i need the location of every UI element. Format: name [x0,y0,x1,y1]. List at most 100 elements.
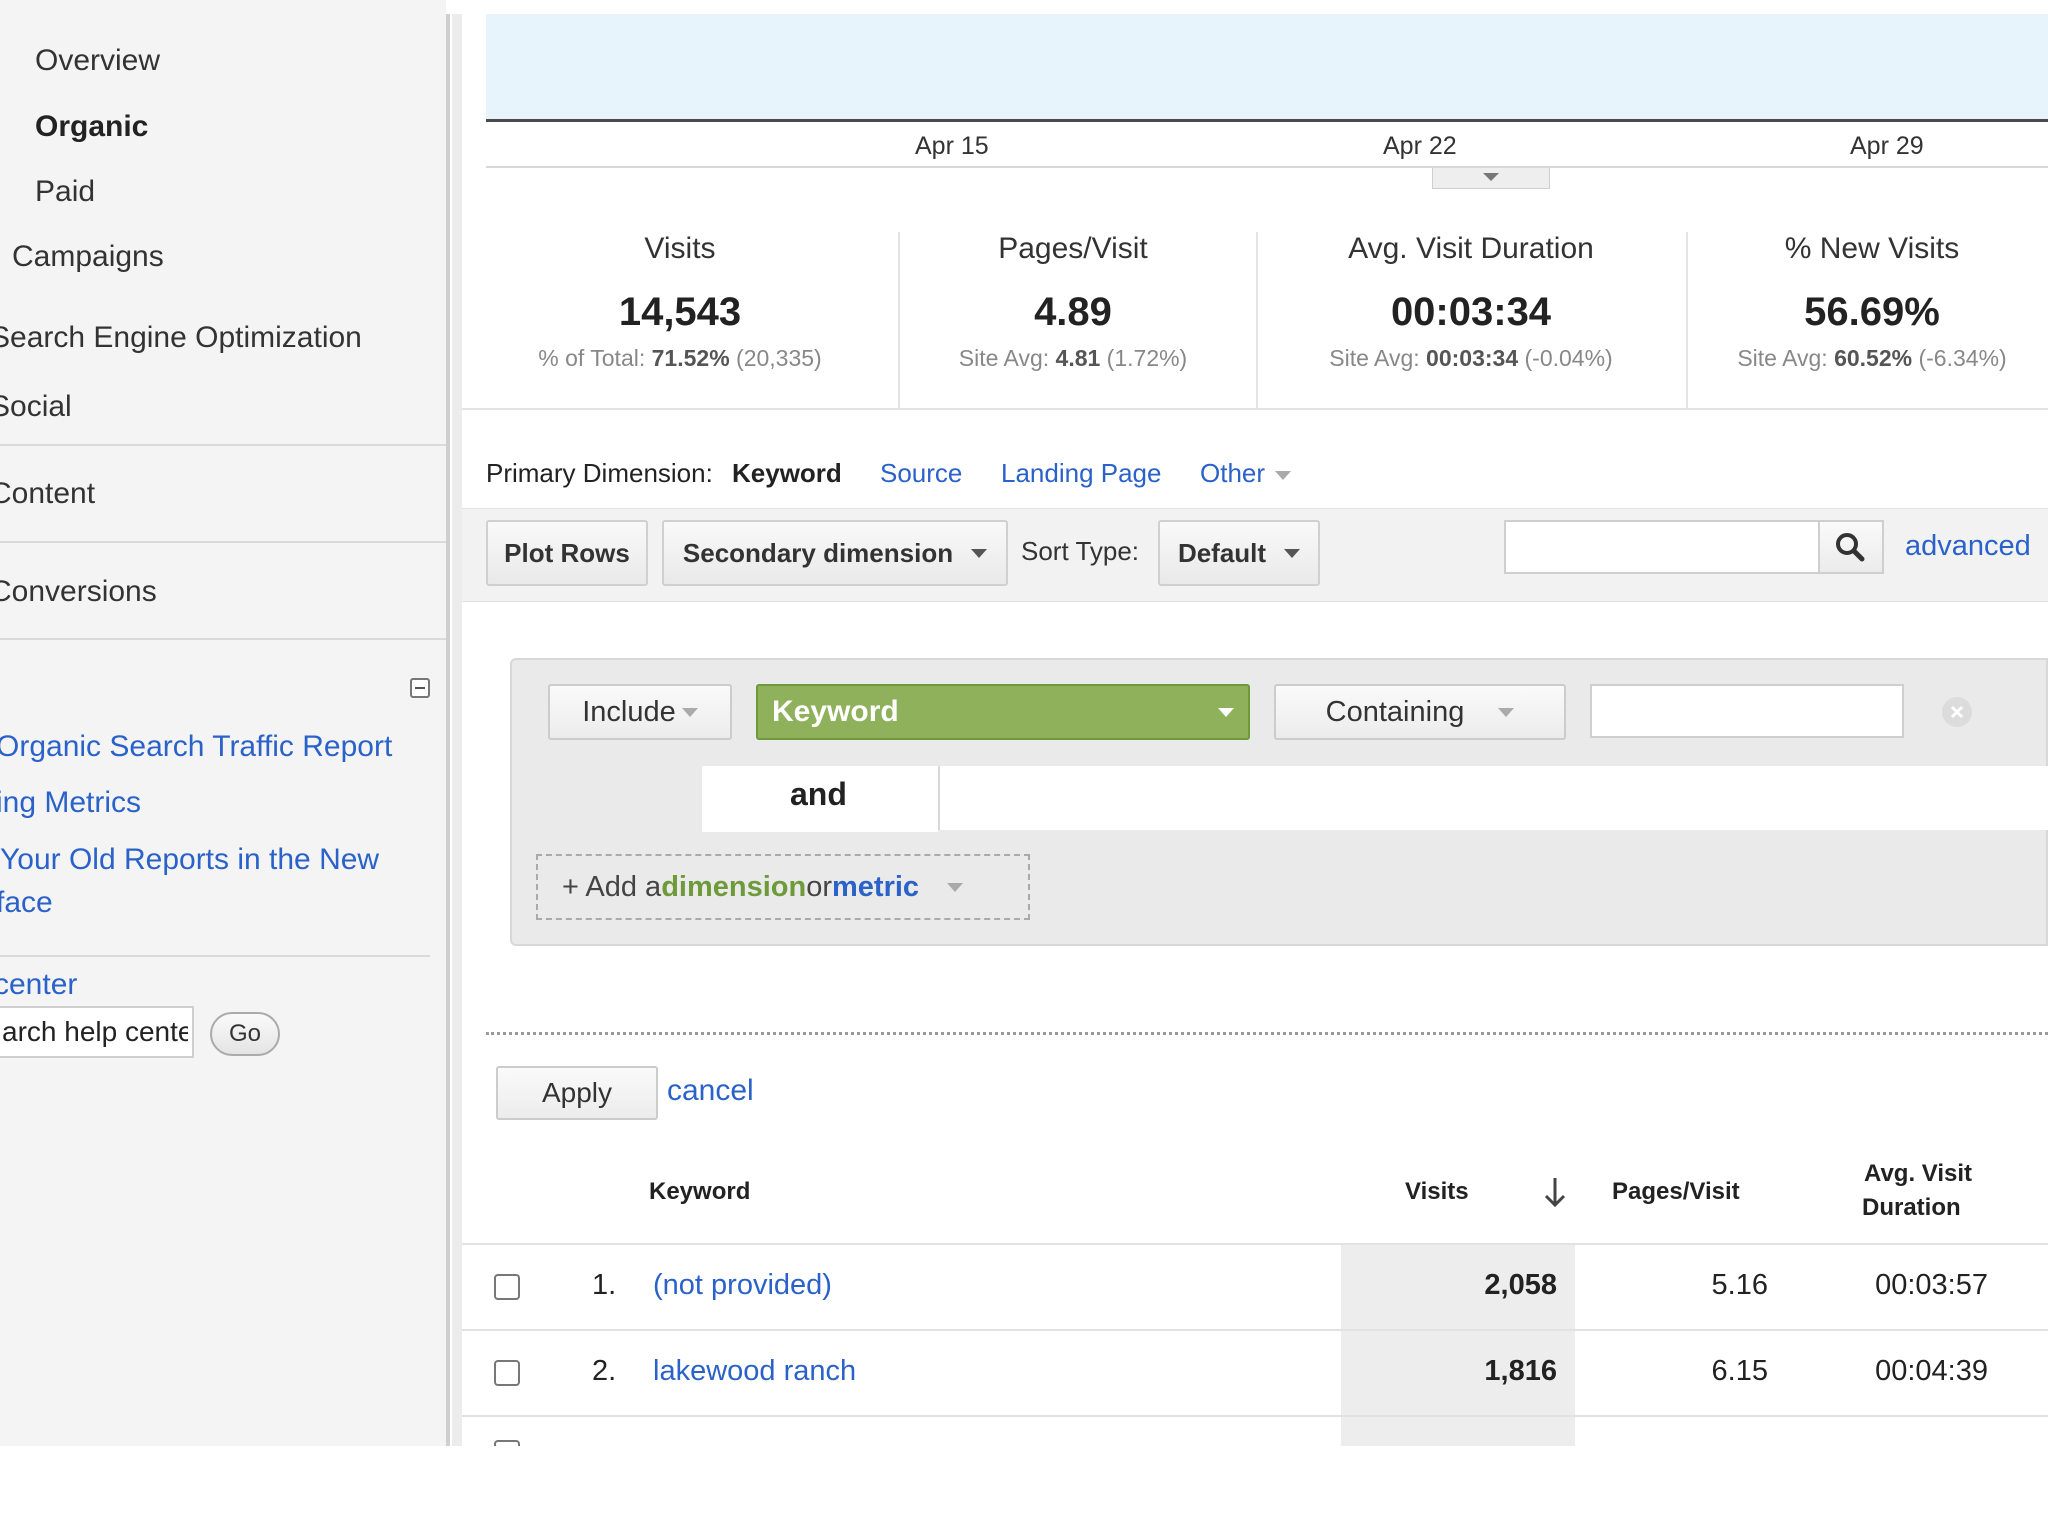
stat-visits: Visits 14,543 % of Total: 71.52% (20,335… [500,232,860,372]
timeline-chart [486,14,2048,122]
chevron-down-icon [947,882,964,892]
x-tick-label: Apr 22 [1383,132,1457,160]
go-button[interactable]: Go [210,1012,280,1056]
primary-dimension-keyword[interactable]: Keyword [732,458,842,488]
chart-collapse-handle[interactable] [1432,168,1550,189]
and-label: and [790,776,847,812]
search-button[interactable] [1818,520,1884,574]
sidebar-border [446,14,450,1446]
table-row-divider [462,1243,2048,1245]
stat-new-visits: % New Visits 56.69% Site Avg: 60.52% (-6… [1696,232,2048,372]
sidebar-item-organic[interactable]: Organic [35,110,149,143]
filter-value-input[interactable] [1590,684,1904,738]
row-pages-visit: 5.16 [1711,1269,1768,1301]
row-index: 1. [592,1269,617,1301]
row-avg-duration: 00:04:39 [1875,1355,1988,1387]
column-header-avg-visit-duration[interactable]: Avg. Visit [1864,1160,1973,1187]
x-tick-label: Apr 29 [1850,132,1924,160]
chevron-down-icon [971,548,988,558]
column-header-avg-visit-duration-2[interactable]: Duration [1862,1194,1961,1221]
row-checkbox[interactable] [494,1274,520,1300]
link-old-reports-cont[interactable]: face [0,886,53,919]
table-row-divider [462,1329,2048,1331]
sidebar-item-overview[interactable]: Overview [35,44,161,77]
row-avg-duration: 00:03:57 [1875,1269,1988,1301]
sort-descending-icon[interactable] [1540,1174,1570,1210]
stat-label: Avg. Visit Duration [1348,232,1594,265]
help-center-link[interactable]: center [0,968,78,1001]
chevron-down-icon [1218,707,1234,717]
primary-dimension-landing-page[interactable]: Landing Page [1001,458,1162,488]
x-axis-line [486,166,2048,168]
cancel-link[interactable]: cancel [667,1074,754,1107]
stat-label: Pages/Visit [998,232,1148,265]
table-row: 2. lakewood ranch 1,816 6.15 00:04:39 [462,1331,2048,1415]
chevron-down-icon [1284,548,1301,558]
sidebar-divider [0,955,430,957]
table-search-input[interactable] [1504,520,1820,574]
column-header-keyword[interactable]: Keyword [649,1178,751,1205]
stat-avg-visit-duration: Avg. Visit Duration 00:03:34 Site Avg: 0… [1266,232,1676,372]
column-header-visits[interactable]: Visits [1405,1178,1469,1205]
search-icon [1836,533,1865,562]
chevron-down-icon [681,707,698,717]
sidebar-divider [0,638,446,640]
stat-sub: Site Avg: 60.52% (-6.34%) [1737,345,2007,371]
primary-dimension-other[interactable]: Other [1200,458,1292,489]
include-dropdown[interactable]: Include [548,684,732,740]
secondary-dimension-dropdown[interactable]: Secondary dimension [662,520,1008,586]
stat-label: Visits [644,232,716,265]
and-connector-area [938,766,2048,830]
stats-divider [462,408,2048,410]
sidebar-item-content[interactable]: Content [0,477,96,510]
stat-sub: Site Avg: 00:03:34 (-0.04%) [1329,345,1613,371]
and-connector-gap [702,766,938,832]
sidebar-item-conversions[interactable]: Conversions [0,575,157,608]
stat-value: 14,543 [618,290,742,334]
sort-type-dropdown[interactable]: Default [1158,520,1320,586]
row-keyword-link[interactable]: lakewood ranch [653,1355,857,1387]
stat-value: 00:03:34 [1390,290,1552,334]
row-visits: 1,816 [1484,1355,1557,1387]
chevron-down-icon [1498,707,1515,717]
sort-type-label: Sort Type: [1021,536,1140,566]
advanced-filter-link[interactable]: advanced [1905,530,2031,562]
primary-dimension-source[interactable]: Source [880,458,963,488]
x-tick-label: Apr 15 [915,132,989,160]
apply-button[interactable]: Apply [496,1066,658,1120]
filter-dimension-select[interactable]: Keyword [756,684,1250,740]
table-row: 1. (not provided) 2,058 5.16 00:03:57 [462,1245,2048,1329]
help-search-input[interactable] [0,1006,194,1058]
row-index: 2. [592,1355,617,1387]
sidebar-divider [0,444,446,446]
chevron-down-icon [1275,470,1292,480]
row-keyword-link[interactable]: (not provided) [653,1269,832,1301]
sidebar: Overview Organic Paid Campaigns Search E… [0,0,446,1446]
sidebar-item-seo[interactable]: Search Engine Optimization [0,321,362,354]
stat-sub: Site Avg: 4.81 (1.72%) [958,345,1188,371]
filter-match-type-dropdown[interactable]: Containing [1274,684,1566,740]
sidebar-item-social[interactable]: Social [0,390,72,423]
add-dimension-or-metric-button[interactable]: + Add a dimension or metric [536,854,1030,920]
stat-divider [898,232,900,408]
link-old-reports[interactable]: Your Old Reports in the New [0,843,380,876]
stat-value: 56.69% [1804,290,1940,334]
remove-filter-icon[interactable] [1942,697,1972,727]
stat-value: 4.89 [1034,290,1112,334]
stat-label: % New Visits [1784,232,1960,265]
minus-box-icon[interactable] [410,678,430,698]
stat-divider [1686,232,1688,408]
link-organic-search-traffic-report[interactable]: Organic Search Traffic Report [0,730,393,763]
plot-rows-button[interactable]: Plot Rows [486,520,648,586]
row-checkbox[interactable] [494,1360,520,1386]
sidebar-item-paid[interactable]: Paid [35,175,96,208]
sidebar-item-campaigns[interactable]: Campaigns [12,240,164,273]
stat-divider [1256,232,1258,408]
sorted-column-highlight [1341,1245,1575,1446]
dotted-divider [486,1032,2048,1035]
row-visits: 2,058 [1484,1269,1557,1301]
link-metrics[interactable]: ing Metrics [0,786,142,819]
stat-pages-visit: Pages/Visit 4.89 Site Avg: 4.81 (1.72%) [908,232,1238,372]
column-header-pages-visit[interactable]: Pages/Visit [1612,1178,1740,1205]
row-pages-visit: 6.15 [1711,1355,1768,1387]
